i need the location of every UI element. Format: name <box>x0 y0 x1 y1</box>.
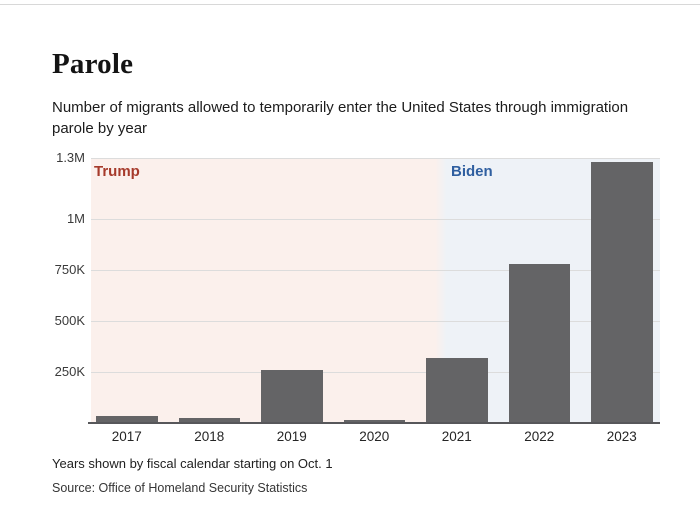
bar-2019 <box>261 370 323 423</box>
bar-2018 <box>178 418 240 423</box>
y-axis-labels: 1.3M 1M 750K 500K 250K <box>0 151 85 423</box>
gridline-750K <box>91 270 660 272</box>
bar-2023 <box>591 162 653 423</box>
x-tick-label-2022: 2022 <box>524 429 555 444</box>
bar-2020 <box>343 419 405 423</box>
bar-2021 <box>426 357 488 423</box>
annotation-trump: Trump <box>94 163 140 180</box>
y-tick-label-1M: 1M <box>66 211 85 227</box>
x-tick-label-2023: 2023 <box>606 429 637 444</box>
x-tick-label-2021: 2021 <box>441 429 472 444</box>
chart-subtitle: Number of migrants allowed to temporaril… <box>52 97 628 139</box>
x-tick-label-2020: 2020 <box>359 429 390 444</box>
chart-source: Source: Office of Homeland Security Stat… <box>52 481 308 495</box>
x-tick-label-2018: 2018 <box>194 429 225 444</box>
annotation-biden: Biden <box>451 163 493 180</box>
bar-2017 <box>96 415 158 423</box>
chart-subtitle-line-1: Number of migrants allowed to temporaril… <box>52 99 629 116</box>
gridline-500K <box>91 321 660 323</box>
x-tick-label-2019: 2019 <box>276 429 307 444</box>
x-tick-label-2017: 2017 <box>111 429 142 444</box>
y-tick-label-1.3M: 1.3M <box>56 150 85 165</box>
bar-2022 <box>508 264 570 423</box>
y-tick-label-500K: 500K <box>54 313 85 329</box>
chart-title: Parole <box>52 48 134 80</box>
x-axis-line <box>88 422 660 424</box>
gridline-1.3M <box>91 158 660 159</box>
y-tick-label-250K: 250K <box>54 364 85 380</box>
gridline-1M <box>91 219 660 221</box>
chart-footnote: Years shown by fiscal calendar starting … <box>52 456 333 471</box>
x-axis-labels: 2017 2018 2019 2020 2021 2022 2023 <box>91 429 660 447</box>
chart-subtitle-line-2: parole by year <box>52 120 148 137</box>
plot-area: Trump Biden <box>88 158 660 424</box>
presidency-background-regions <box>91 158 660 423</box>
top-divider-rule <box>0 4 700 5</box>
y-tick-label-750K: 750K <box>54 262 85 278</box>
gridline-250K <box>91 372 660 374</box>
